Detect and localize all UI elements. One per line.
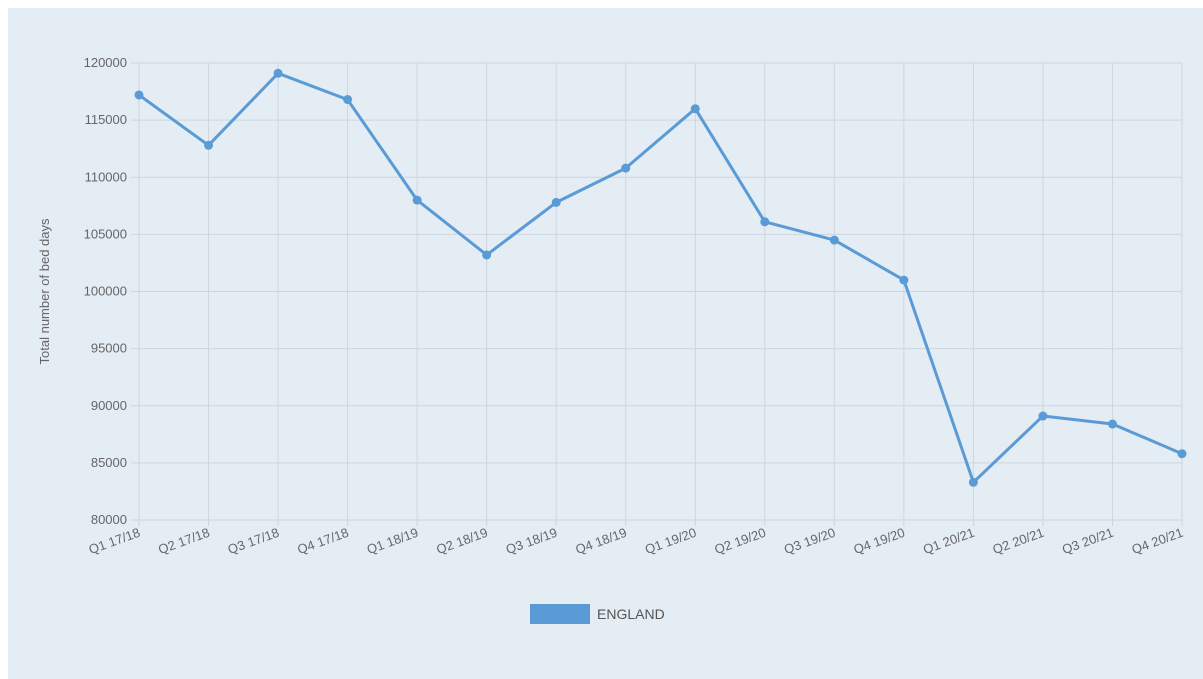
data-point[interactable] [134, 90, 144, 100]
x-tick-label: Q2 19/20 [712, 525, 767, 557]
x-tick-label: Q4 17/18 [295, 525, 350, 557]
y-axis-title: Total number of bed days [37, 218, 52, 364]
y-tick-label: 85000 [91, 455, 127, 470]
x-tick-label: Q2 18/19 [434, 525, 489, 557]
y-tick-label: 115000 [85, 112, 127, 127]
x-tick-label: Q4 20/21 [1130, 525, 1185, 557]
series-line [138, 71, 1183, 484]
data-point[interactable] [690, 104, 700, 114]
y-tick-label: 105000 [84, 226, 127, 241]
data-point[interactable] [1107, 419, 1117, 429]
x-tick-label: Q1 18/19 [365, 525, 420, 557]
series-layer [134, 68, 1187, 487]
data-point[interactable] [204, 140, 214, 150]
y-tick-label: 100000 [84, 284, 127, 299]
x-tick-label: Q3 17/18 [226, 525, 281, 557]
data-point[interactable] [551, 197, 561, 207]
data-point[interactable] [1038, 411, 1048, 421]
y-tick-label: 95000 [91, 341, 127, 356]
data-point[interactable] [482, 250, 492, 260]
x-tick-label: Q1 17/18 [87, 525, 142, 557]
y-tick-labels: 80000 85000 90000 95000 100000 105000 110000 11… [84, 55, 127, 527]
legend[interactable]: ENGLAND [530, 604, 665, 624]
y-tick-label: 110000 [85, 169, 127, 184]
x-tick-label: Q3 19/20 [782, 525, 837, 557]
data-point[interactable] [343, 95, 353, 105]
x-tick-label: Q2 20/21 [991, 525, 1046, 557]
x-tick-label: Q1 19/20 [643, 525, 698, 557]
y-tick-label: 90000 [91, 398, 127, 413]
x-tick-label: Q4 19/20 [851, 525, 906, 557]
legend-label: ENGLAND [597, 606, 665, 622]
y-tick-label: 80000 [91, 512, 127, 527]
data-point[interactable] [273, 68, 283, 78]
x-tick-label: Q3 20/21 [1060, 525, 1115, 557]
data-point[interactable] [968, 477, 978, 487]
data-point[interactable] [412, 195, 422, 205]
y-tick-label: 120000 [84, 55, 127, 70]
x-tick-label: Q2 17/18 [156, 525, 211, 557]
x-tick-label: Q4 18/19 [573, 525, 628, 557]
x-tick-labels: Q1 17/18 Q2 17/18 Q3 17/18 Q4 17/18 Q1 18/19… [87, 525, 1185, 557]
data-point[interactable] [760, 217, 770, 227]
data-point[interactable] [899, 275, 909, 285]
legend-swatch [530, 604, 590, 624]
grid-lines [131, 62, 1183, 526]
x-tick-label: Q3 18/19 [504, 525, 559, 557]
data-point[interactable] [621, 163, 631, 173]
data-point[interactable] [829, 235, 839, 245]
x-tick-label: Q1 20/21 [921, 525, 976, 557]
data-point[interactable] [1177, 449, 1187, 459]
